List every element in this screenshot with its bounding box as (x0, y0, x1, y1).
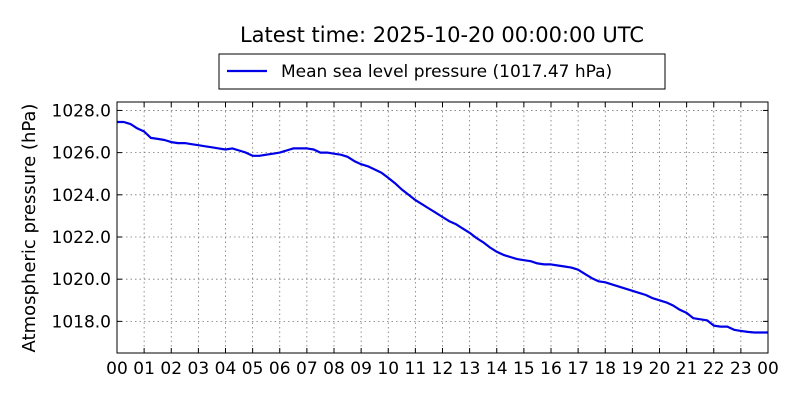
x-tick-label: 14 (486, 359, 508, 379)
y-tick-label: 1022.0 (52, 228, 111, 248)
x-tick-label: 02 (160, 359, 182, 379)
legend-label: Mean sea level pressure (1017.47 hPa) (281, 62, 612, 82)
x-tick-label: 12 (432, 359, 454, 379)
y-tick-label: 1026.0 (52, 144, 111, 164)
x-tick-label: 16 (540, 359, 562, 379)
x-tick-label: 21 (676, 359, 698, 379)
legend: Mean sea level pressure (1017.47 hPa) (218, 53, 666, 90)
grid (117, 102, 768, 353)
x-tick-label: 00 (106, 359, 128, 379)
x-tick-label: 00 (757, 359, 779, 379)
x-tick-label: 13 (459, 359, 481, 379)
y-tick-label: 1024.0 (52, 186, 111, 206)
x-tick-label: 15 (513, 359, 535, 379)
ticks (116, 102, 769, 353)
x-tick-label: 17 (567, 359, 589, 379)
x-tick-label: 06 (269, 359, 291, 379)
series-line-mean-sea-level-pressure (117, 120, 768, 334)
x-tick-label: 10 (377, 359, 399, 379)
y-tick-label: 1028.0 (52, 101, 111, 121)
x-tick-label: 11 (405, 359, 427, 379)
plot-frame (116, 101, 769, 354)
x-tick-label: 23 (730, 359, 752, 379)
chart-title: Latest time: 2025-10-20 00:00:00 UTC (240, 23, 644, 47)
x-tick-label: 08 (323, 359, 345, 379)
x-tick-label: 04 (215, 359, 237, 379)
x-tick-labels: 00 01 02 03 04 05 06 07 08 09 10 11 12 13 14 15 16 17 18 19… (106, 359, 779, 379)
x-tick-label: 19 (622, 359, 644, 379)
x-tick-label: 07 (296, 359, 318, 379)
x-tick-label: 09 (350, 359, 372, 379)
y-axis-label: Atmospheric pressure (hPa) (19, 104, 40, 353)
y-tick-label: 1018.0 (52, 312, 111, 332)
x-tick-label: 20 (649, 359, 671, 379)
x-tick-label: 22 (703, 359, 725, 379)
x-tick-label: 01 (133, 359, 155, 379)
x-tick-label: 05 (242, 359, 264, 379)
x-tick-label: 03 (188, 359, 210, 379)
y-tick-labels: 1018.0 1020.0 1022.0 1024.0 1026.0 1028.0 (52, 101, 111, 332)
legend-box (218, 53, 666, 90)
x-tick-label: 18 (594, 359, 616, 379)
y-tick-label: 1020.0 (52, 270, 111, 290)
